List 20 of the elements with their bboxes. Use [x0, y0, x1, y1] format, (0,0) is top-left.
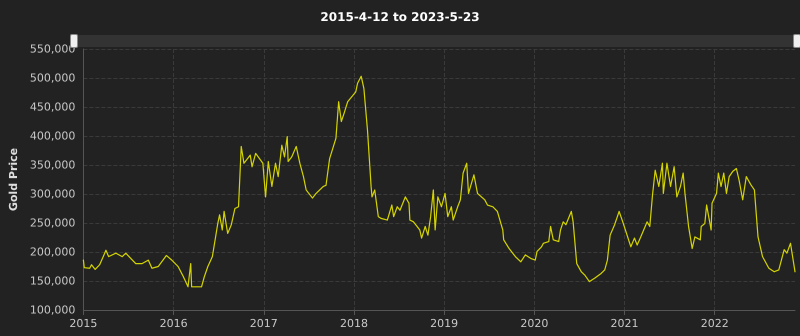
y-tick-label: 150,000 [30, 274, 76, 288]
x-tick-label: 2015 [69, 317, 98, 330]
x-tick-label: 2020 [520, 317, 548, 330]
line-series [82, 76, 796, 288]
x-tick-label: 2019 [430, 317, 458, 330]
y-tick-label: 450,000 [30, 100, 76, 114]
x-tick-label: 2017 [250, 317, 278, 330]
y-tick-label: 500,000 [30, 72, 76, 84]
chart-title: 2015-4-12 to 2023-5-23 [320, 10, 480, 24]
x-tick-label: 2021 [610, 317, 639, 330]
x-tick-label: 2016 [160, 317, 188, 330]
y-tick-label: 300,000 [30, 188, 76, 200]
y-tick-label: 200,000 [30, 246, 76, 258]
y-tick-label: 250,000 [30, 216, 76, 230]
y-tick-label: 350,000 [30, 158, 76, 172]
x-tick-label: 2018 [340, 317, 368, 330]
y-tick-label: 400,000 [30, 130, 76, 142]
y-tick-label: 100,000 [30, 304, 76, 316]
y-axis-title: Gold Price [7, 148, 20, 212]
x-tick-label: 2022 [700, 317, 729, 330]
